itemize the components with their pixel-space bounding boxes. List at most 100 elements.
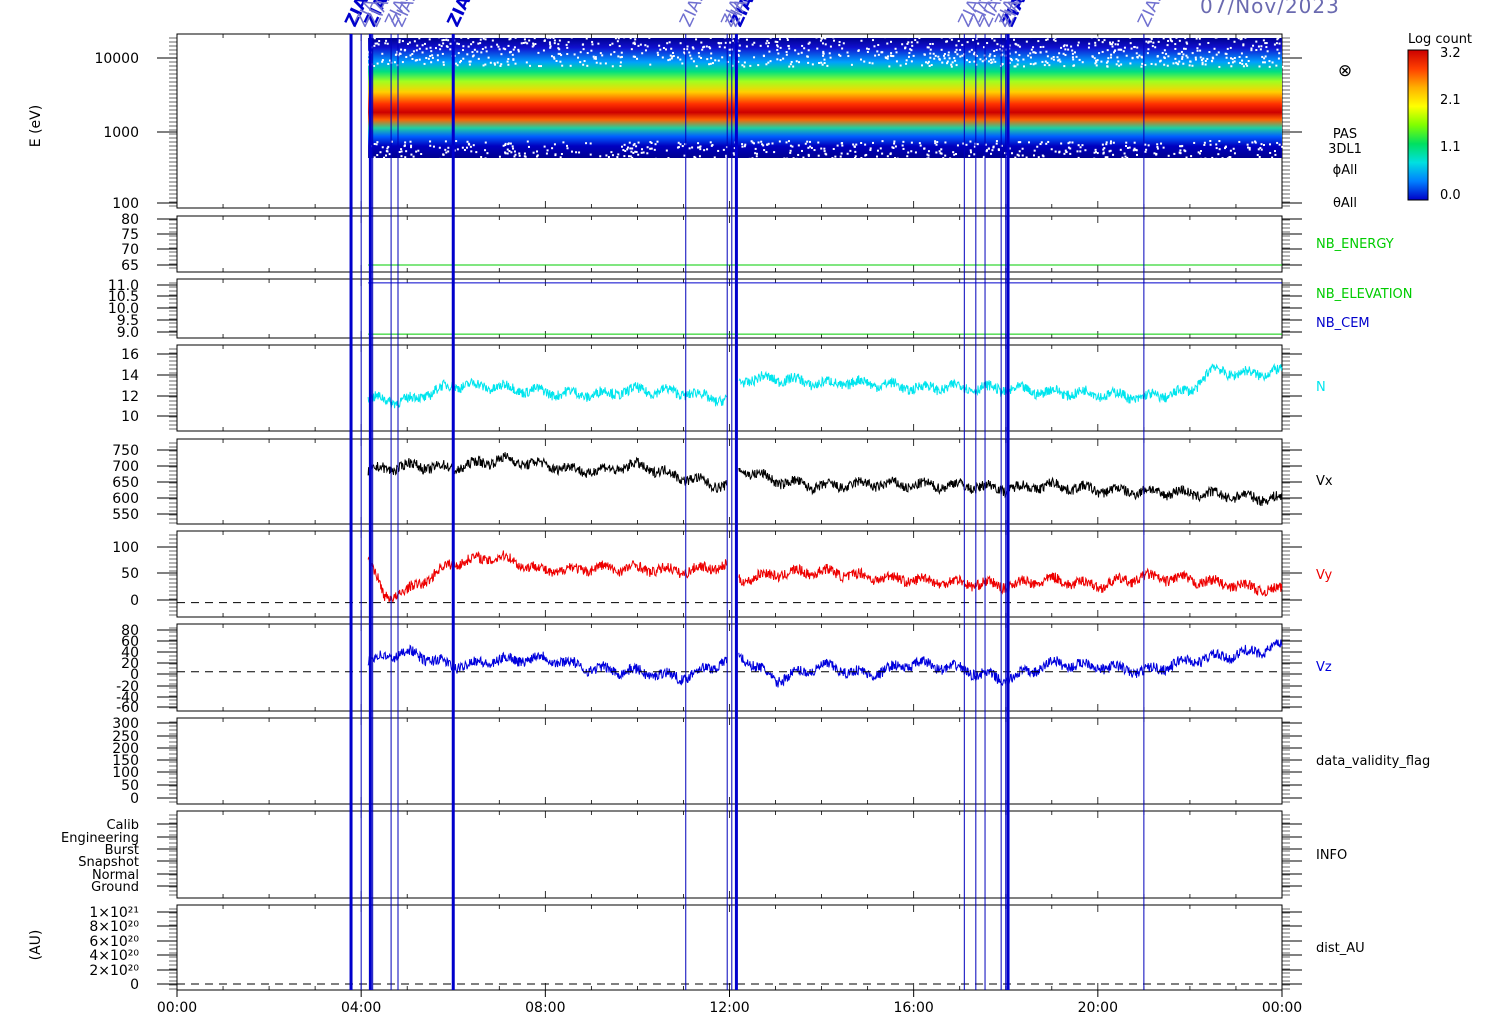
noise-pixel	[623, 36, 626, 39]
noise-pixel	[969, 149, 972, 152]
noise-pixel	[1256, 153, 1259, 156]
noise-pixel	[985, 149, 988, 152]
noise-pixel	[489, 61, 492, 64]
noise-pixel	[614, 37, 617, 40]
noise-pixel	[1238, 140, 1241, 143]
noise-pixel	[703, 45, 706, 48]
noise-pixel	[582, 63, 585, 66]
noise-pixel	[1191, 52, 1194, 55]
noise-pixel	[1217, 153, 1220, 156]
noise-pixel	[484, 157, 487, 160]
noise-pixel	[1088, 42, 1091, 45]
noise-pixel	[1162, 146, 1165, 149]
noise-pixel	[1096, 59, 1099, 62]
noise-pixel	[1233, 40, 1236, 43]
noise-pixel	[670, 57, 673, 60]
noise-pixel	[633, 142, 636, 145]
noise-pixel	[993, 50, 996, 53]
noise-pixel	[1172, 62, 1175, 65]
noise-pixel	[1271, 61, 1274, 64]
noise-pixel	[929, 48, 932, 51]
noise-pixel	[914, 151, 917, 154]
noise-pixel	[484, 63, 487, 66]
noise-pixel	[535, 155, 538, 158]
noise-pixel	[1241, 62, 1244, 65]
colorbar-tick-max: 3.2	[1440, 46, 1461, 61]
series-legend-label: data_validity_flag	[1316, 754, 1430, 769]
noise-pixel	[1109, 149, 1112, 152]
panel-frame	[176, 278, 1283, 339]
noise-pixel	[637, 141, 640, 144]
panel-frame	[176, 530, 1283, 618]
noise-pixel	[1032, 51, 1035, 54]
noise-pixel	[565, 43, 568, 46]
noise-pixel	[1209, 143, 1212, 146]
noise-pixel	[400, 155, 403, 158]
noise-pixel	[1073, 51, 1076, 54]
noise-pixel	[859, 58, 862, 61]
noise-pixel	[953, 153, 956, 156]
noise-pixel	[499, 64, 502, 67]
noise-pixel	[553, 39, 556, 42]
noise-pixel	[1105, 61, 1108, 64]
noise-pixel	[1181, 56, 1184, 59]
noise-pixel	[1194, 56, 1197, 59]
noise-pixel	[1148, 40, 1151, 43]
noise-pixel	[469, 60, 472, 63]
noise-pixel	[482, 64, 485, 67]
noise-pixel	[910, 41, 913, 44]
noise-pixel	[857, 49, 860, 52]
noise-pixel	[1110, 53, 1113, 56]
y-tick-label: 50	[121, 566, 139, 582]
noise-pixel	[927, 60, 930, 63]
noise-pixel	[1064, 48, 1067, 51]
noise-pixel	[997, 149, 1000, 152]
noise-pixel	[834, 155, 837, 158]
noise-pixel	[662, 47, 665, 50]
noise-pixel	[1014, 156, 1017, 159]
noise-pixel	[943, 53, 946, 56]
x-tick-label: 16:00	[893, 1000, 933, 1016]
noise-pixel	[439, 48, 442, 51]
noise-pixel	[498, 155, 501, 158]
noise-pixel	[786, 39, 789, 42]
noise-pixel	[681, 62, 684, 65]
noise-pixel	[573, 53, 576, 56]
noise-pixel	[1117, 39, 1120, 42]
noise-pixel	[700, 56, 703, 59]
noise-pixel	[1034, 62, 1037, 65]
noise-pixel	[723, 46, 726, 49]
noise-pixel	[1028, 141, 1031, 144]
noise-pixel	[944, 141, 947, 144]
noise-pixel	[676, 56, 679, 59]
noise-pixel	[1047, 140, 1050, 143]
noise-pixel	[962, 142, 965, 145]
noise-pixel	[745, 38, 748, 41]
noise-pixel	[801, 149, 804, 152]
noise-pixel	[820, 147, 823, 150]
noise-pixel	[1039, 46, 1042, 49]
noise-pixel	[514, 62, 517, 65]
noise-pixel	[933, 57, 936, 60]
noise-pixel	[1264, 42, 1267, 45]
noise-pixel	[806, 55, 809, 58]
noise-pixel	[807, 42, 810, 45]
noise-pixel	[631, 156, 634, 159]
noise-pixel	[641, 148, 644, 151]
noise-pixel	[751, 141, 754, 144]
noise-pixel	[1123, 152, 1126, 155]
noise-pixel	[776, 58, 779, 61]
noise-pixel	[821, 63, 824, 66]
noise-pixel	[711, 62, 714, 65]
noise-pixel	[438, 36, 441, 39]
noise-pixel	[444, 148, 447, 151]
noise-pixel	[892, 55, 895, 58]
noise-pixel	[1014, 42, 1017, 45]
noise-pixel	[876, 155, 879, 158]
panel-frame	[176, 717, 1283, 805]
noise-pixel	[414, 59, 417, 62]
noise-pixel	[983, 155, 986, 158]
noise-pixel	[1122, 50, 1125, 53]
noise-pixel	[1016, 63, 1019, 66]
noise-pixel	[404, 156, 407, 159]
